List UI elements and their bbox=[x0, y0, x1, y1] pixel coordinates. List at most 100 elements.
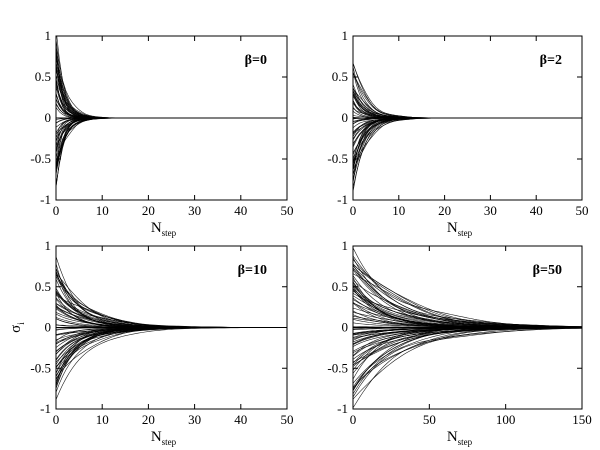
x-tick-label: 20 bbox=[142, 203, 155, 218]
x-tick-label: 50 bbox=[423, 412, 436, 427]
y-tick-label: 0.5 bbox=[332, 279, 348, 294]
x-axis-label: Nstep bbox=[151, 220, 177, 238]
series-trace bbox=[56, 117, 287, 135]
series-trace bbox=[56, 86, 287, 119]
series-trace bbox=[56, 117, 287, 168]
series-trace bbox=[353, 327, 582, 380]
series-trace bbox=[353, 71, 582, 119]
series-trace bbox=[56, 117, 287, 141]
series-trace bbox=[353, 327, 582, 395]
series-trace bbox=[353, 117, 582, 170]
x-tick-label: 30 bbox=[188, 412, 201, 427]
series-trace bbox=[56, 93, 287, 119]
x-tick-label: 0 bbox=[350, 412, 357, 427]
series-trace bbox=[56, 65, 287, 119]
series-trace bbox=[56, 117, 287, 170]
series-trace bbox=[353, 62, 582, 119]
x-tick-label: 0 bbox=[350, 203, 357, 218]
x-tick-label: 0 bbox=[53, 412, 60, 427]
series-trace bbox=[56, 327, 287, 389]
series-trace bbox=[353, 63, 582, 119]
series-trace bbox=[353, 117, 582, 160]
series-trace bbox=[56, 69, 287, 119]
series-trace bbox=[56, 117, 287, 188]
series-trace bbox=[353, 117, 582, 189]
series-trace bbox=[56, 117, 287, 188]
series-trace bbox=[56, 117, 287, 168]
series-trace bbox=[56, 117, 287, 175]
series-trace bbox=[353, 66, 582, 119]
series-trace bbox=[353, 264, 582, 327]
series-trace bbox=[56, 39, 287, 119]
series-trace bbox=[353, 328, 582, 409]
series-trace bbox=[56, 74, 287, 119]
series-trace bbox=[56, 117, 287, 163]
x-tick-label: 0 bbox=[53, 203, 60, 218]
y-tick-label: -0.5 bbox=[327, 360, 348, 375]
series-trace bbox=[56, 99, 287, 119]
y-tick-label: 0.5 bbox=[35, 279, 51, 294]
x-tick-label: 50 bbox=[281, 412, 294, 427]
y-tick-label: -0.5 bbox=[30, 151, 51, 166]
series-trace bbox=[56, 117, 287, 159]
beta-annotation: β=50 bbox=[533, 263, 562, 278]
series-trace bbox=[56, 117, 287, 147]
series-trace bbox=[353, 117, 582, 164]
panel-top-left: 0 10 20 30 40 50 -1 -0.5 0 0.5 1 Nstep β=0 bbox=[30, 28, 293, 238]
x-tick-label: 40 bbox=[234, 203, 247, 218]
series-trace bbox=[56, 117, 287, 139]
y-tick-label: 0 bbox=[342, 320, 349, 335]
series-trace bbox=[353, 328, 582, 400]
y-tick-label: -1 bbox=[337, 401, 348, 416]
series-trace bbox=[56, 288, 287, 328]
series-trace bbox=[353, 327, 582, 391]
series-trace bbox=[56, 81, 287, 119]
series-trace bbox=[56, 292, 287, 328]
y-tick-label: 0.5 bbox=[332, 69, 348, 84]
series-trace bbox=[56, 66, 287, 119]
series-trace bbox=[353, 117, 582, 184]
y-axis-label: σi bbox=[8, 322, 26, 333]
x-tick-label: 50 bbox=[281, 203, 294, 218]
series-trace bbox=[353, 255, 582, 328]
series-trace bbox=[56, 117, 287, 167]
x-tick-label: 40 bbox=[530, 203, 543, 218]
series-trace bbox=[56, 279, 287, 328]
y-tick-label: -0.5 bbox=[30, 360, 51, 375]
series-trace bbox=[56, 306, 287, 328]
x-tick-label: 100 bbox=[496, 412, 516, 427]
beta-annotation: β=2 bbox=[540, 53, 562, 68]
series-trace bbox=[56, 77, 287, 119]
series-trace bbox=[56, 36, 287, 119]
series-trace bbox=[56, 65, 287, 119]
x-tick-label: 10 bbox=[392, 203, 405, 218]
series-trace bbox=[56, 117, 287, 171]
series-trace bbox=[56, 117, 287, 150]
x-tick-label: 10 bbox=[96, 203, 109, 218]
series-trace bbox=[353, 117, 582, 176]
x-tick-label: 40 bbox=[234, 412, 247, 427]
series-trace bbox=[56, 117, 287, 186]
series-trace bbox=[353, 84, 582, 119]
x-tick-label: 20 bbox=[142, 412, 155, 427]
series-trace bbox=[353, 327, 582, 392]
series-trace bbox=[353, 327, 582, 391]
series-trace bbox=[56, 117, 287, 168]
series-trace bbox=[353, 117, 582, 181]
series-trace bbox=[56, 92, 287, 119]
series-trace bbox=[56, 98, 287, 119]
y-tick-label: -1 bbox=[40, 401, 51, 416]
y-tick-label: -1 bbox=[337, 192, 348, 207]
y-tick-label: 1 bbox=[342, 238, 349, 253]
panel-bottom-left: 0 10 20 30 40 50 -1 -0.5 0 0.5 1 Nstep σi β=10 bbox=[8, 238, 294, 447]
x-tick-label: 10 bbox=[96, 412, 109, 427]
series-trace bbox=[353, 257, 582, 328]
y-tick-label: 1 bbox=[342, 28, 349, 43]
traces bbox=[353, 62, 582, 192]
series-trace bbox=[353, 117, 582, 192]
x-tick-label: 30 bbox=[484, 203, 497, 218]
panel-top-right: 0 10 20 30 40 50 -1 -0.5 0 0.5 1 Nstep β=2 bbox=[327, 28, 588, 238]
series-trace bbox=[353, 117, 582, 176]
x-tick-label: 150 bbox=[572, 412, 592, 427]
series-trace bbox=[56, 117, 287, 170]
